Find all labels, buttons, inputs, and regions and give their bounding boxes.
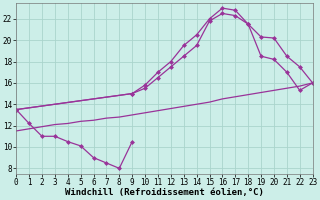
X-axis label: Windchill (Refroidissement éolien,°C): Windchill (Refroidissement éolien,°C) [65,188,264,197]
